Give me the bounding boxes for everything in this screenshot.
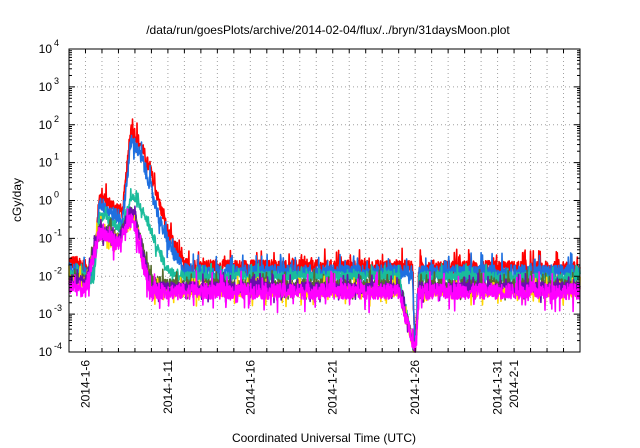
- y-tick-label: 10: [39, 307, 53, 321]
- x-tick-label: 2014-1-16: [243, 360, 257, 415]
- y-tick-label: 10: [39, 156, 53, 170]
- chart-title: /data/run/goesPlots/archive/2014-02-04/f…: [146, 23, 510, 37]
- y-tick-exponent: -1: [54, 227, 62, 237]
- x-axis-label: Coordinated Universal Time (UTC): [232, 431, 416, 445]
- x-tick-label: 2014-1-26: [408, 360, 422, 415]
- x-axis: 2014-1-6 2014-1-11 2014-1-16 2014-1-21 2014-…: [68, 49, 581, 415]
- y-tick-label: 10: [39, 269, 53, 283]
- y-tick-exponent: 3: [54, 76, 59, 86]
- y-axis-label: cGy/day: [10, 178, 24, 222]
- y-tick-label: 10: [39, 194, 53, 208]
- series-layer: [68, 118, 581, 353]
- y-tick-exponent: 1: [54, 152, 59, 162]
- y-tick-label: 10: [39, 80, 53, 94]
- y-tick-exponent: -3: [54, 303, 62, 313]
- y-tick-exponent: 4: [54, 38, 59, 48]
- x-tick-label: 2014-1-31: [491, 360, 505, 415]
- x-tick-label: 2014-2-1: [507, 360, 521, 408]
- grid: [69, 49, 580, 352]
- y-tick-label: 10: [39, 345, 53, 359]
- y-tick-label: 10: [39, 118, 53, 132]
- series-line: [68, 134, 581, 353]
- y-tick-exponent: -4: [54, 341, 62, 351]
- y-tick-exponent: 2: [54, 114, 59, 124]
- x-tick-label: 2014-1-11: [161, 360, 175, 414]
- x-tick-label: 2014-1-21: [326, 360, 340, 415]
- series-line: [68, 208, 581, 353]
- y-tick-label: 10: [39, 42, 53, 56]
- y-tick-exponent: 0: [54, 190, 59, 200]
- x-tick-label: 2014-1-6: [78, 360, 92, 408]
- series-line: [68, 118, 581, 353]
- y-tick-label: 10: [39, 231, 53, 245]
- y-tick-exponent: -2: [54, 265, 62, 275]
